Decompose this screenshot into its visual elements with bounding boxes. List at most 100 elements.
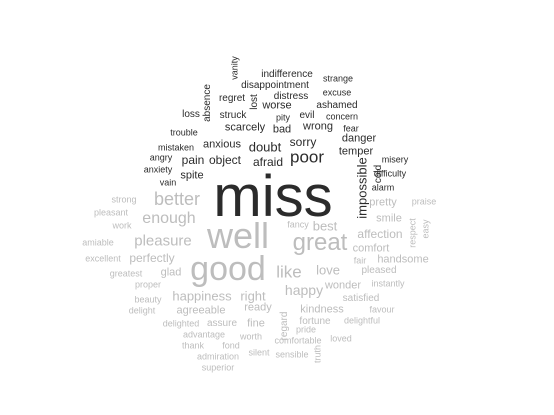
- word-right: right: [240, 288, 266, 304]
- word-fine: fine: [247, 317, 265, 330]
- word-delight: delight: [128, 305, 156, 316]
- word-favour: favour: [369, 304, 395, 315]
- word-concern: concern: [325, 111, 359, 122]
- word-struck: struck: [219, 110, 247, 121]
- word-proper: proper: [134, 279, 162, 290]
- word-instantly: instantly: [371, 278, 405, 289]
- word-wrong: wrong: [303, 120, 333, 133]
- word-anxious: anxious: [203, 138, 241, 151]
- word-difficulty: difficulty: [373, 168, 407, 179]
- word-miss: miss: [213, 164, 333, 229]
- word-angry: angry: [149, 152, 173, 163]
- word-advantage: advantage: [182, 329, 226, 340]
- word-fortune: fortune: [299, 316, 331, 327]
- word-strong: strong: [111, 194, 137, 205]
- word-great: great: [292, 229, 348, 256]
- word-delighted: delighted: [162, 318, 200, 329]
- word-affection: affection: [357, 227, 403, 241]
- word-pain: pain: [181, 153, 205, 167]
- word-loved: loved: [330, 333, 352, 344]
- word-happy: happy: [284, 282, 324, 298]
- word-amiable: amiable: [82, 237, 114, 248]
- word-loss: loss: [182, 109, 200, 120]
- word-better: better: [153, 189, 201, 209]
- word-bad: bad: [272, 123, 292, 136]
- word-regard: regard: [279, 311, 290, 341]
- word-like: like: [276, 262, 302, 282]
- word-praise: praise: [411, 196, 437, 207]
- word-handsome: handsome: [377, 253, 429, 266]
- word-excuse: excuse: [322, 87, 352, 98]
- word-comfortable: comfortable: [274, 335, 322, 346]
- word-pride: pride: [295, 324, 317, 335]
- word-pleased: pleased: [361, 265, 397, 276]
- word-good: good: [190, 250, 266, 288]
- word-poor: poor: [289, 147, 325, 167]
- word-fear: fear: [343, 123, 359, 134]
- word-smile: smile: [376, 212, 402, 225]
- word-pleasant: pleasant: [93, 207, 129, 218]
- word-ashamed: ashamed: [316, 100, 358, 111]
- word-fond: fond: [222, 340, 240, 351]
- word-well: well: [206, 215, 270, 256]
- word-glad: glad: [160, 266, 182, 279]
- word-afraid: afraid: [252, 155, 284, 169]
- word-fancy: fancy: [287, 219, 309, 230]
- word-wonder: wonder: [324, 279, 362, 292]
- word-danger: danger: [341, 132, 377, 145]
- word-delightful: delightful: [343, 315, 381, 326]
- word-pleasure: pleasure: [134, 232, 192, 250]
- word-pretty: pretty: [369, 196, 397, 209]
- word-happiness: happiness: [172, 288, 232, 304]
- word-object: object: [208, 153, 242, 167]
- word-superior: superior: [201, 362, 235, 373]
- word-sorry: sorry: [289, 135, 317, 149]
- word-agreeable: agreeable: [176, 304, 226, 317]
- word-worth: worth: [239, 331, 263, 342]
- word-doubt: doubt: [248, 139, 282, 155]
- word-truth: truth: [312, 344, 323, 364]
- word-best: best: [312, 218, 338, 234]
- word-anxiety: anxiety: [143, 164, 173, 175]
- word-enough: enough: [142, 210, 196, 227]
- word-temper: temper: [338, 145, 374, 158]
- word-easy: easy: [420, 219, 431, 239]
- word-greatest: greatest: [109, 268, 143, 279]
- word-regret: regret: [218, 93, 246, 104]
- word-work: work: [112, 220, 132, 231]
- word-evil: evil: [299, 110, 315, 121]
- word-vain: vain: [159, 177, 177, 188]
- word-scarcely: scarcely: [224, 121, 266, 134]
- word-impossible: impossible: [354, 157, 370, 219]
- word-admiration: admiration: [196, 351, 240, 362]
- word-mistaken: mistaken: [157, 142, 195, 153]
- word-strange: strange: [322, 73, 354, 84]
- word-alarm: alarm: [371, 182, 395, 193]
- word-pity: pity: [275, 112, 291, 123]
- word-silent: silent: [248, 347, 270, 358]
- word-disappointment: disappointment: [241, 80, 309, 91]
- word-worse: worse: [262, 99, 292, 112]
- word-kindness: kindness: [300, 303, 344, 316]
- word-spite: spite: [180, 169, 204, 182]
- word-love: love: [316, 262, 340, 278]
- word-distress: distress: [273, 91, 309, 102]
- word-sensible: sensible: [275, 349, 309, 360]
- word-vanity: vanity: [229, 56, 240, 80]
- word-trouble: trouble: [170, 127, 198, 138]
- word-lost: lost: [249, 94, 260, 110]
- word-thank: thank: [181, 340, 205, 351]
- word-indifference: indifference: [261, 69, 313, 80]
- word-comfort: comfort: [352, 242, 390, 255]
- word-ready: ready: [244, 301, 272, 314]
- word-fair: fair: [353, 255, 367, 266]
- word-misery: misery: [381, 154, 409, 165]
- word-satisfied: satisfied: [342, 293, 380, 304]
- word-perfectly: perfectly: [129, 251, 175, 265]
- word-respect: respect: [407, 218, 418, 248]
- word-excellent: excellent: [85, 253, 121, 264]
- word-beauty: beauty: [134, 294, 162, 305]
- word-assure: assure: [206, 318, 238, 329]
- word-absence: absence: [202, 84, 213, 122]
